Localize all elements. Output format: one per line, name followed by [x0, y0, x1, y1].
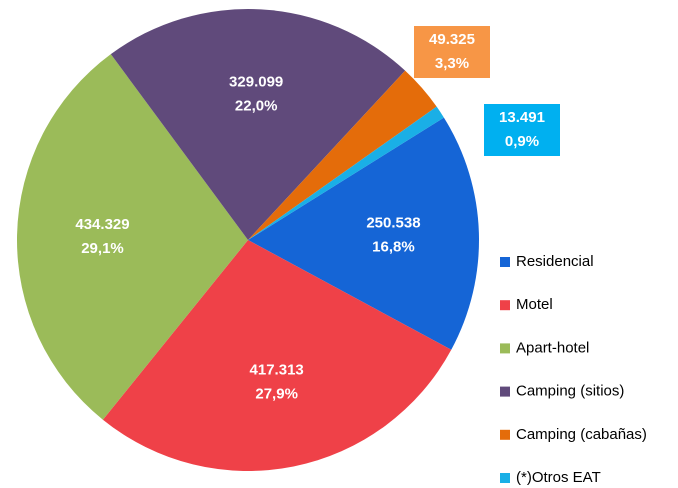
- percentage-label: 3,3%: [435, 55, 469, 72]
- legend-swatch: [500, 473, 510, 483]
- pie-slice: [248, 70, 437, 241]
- pie-slice: [17, 54, 249, 420]
- label-box: [414, 26, 490, 78]
- legend-swatch: [500, 257, 510, 267]
- percentage-label: 16,8%: [372, 238, 415, 255]
- value-label: 250.538: [366, 214, 420, 231]
- percentage-label: 0,9%: [505, 133, 539, 150]
- pie-slice: [102, 240, 452, 471]
- legend-label: Motel: [516, 296, 553, 313]
- legend-swatch: [500, 343, 510, 354]
- percentage-label: 27,9%: [255, 386, 298, 403]
- value-label: 49.325: [429, 31, 475, 48]
- legend-label: Residencial: [516, 253, 594, 270]
- legend-swatch: [500, 300, 510, 311]
- legend-label: (*)Otros EAT: [516, 469, 601, 486]
- legend-swatch: [500, 429, 510, 440]
- value-label: 13.491: [499, 109, 545, 126]
- percentage-label: 22,0%: [235, 98, 278, 115]
- legend-label: Camping (sitios): [516, 383, 624, 400]
- value-label: 329.099: [229, 74, 283, 91]
- pie-slice: [248, 106, 444, 240]
- label-box: [484, 104, 560, 156]
- percentage-label: 29,1%: [81, 240, 124, 257]
- legend-label: Camping (cabañas): [516, 426, 647, 443]
- value-label: 417.313: [250, 362, 304, 379]
- legend-label: Apart-hotel: [516, 339, 589, 356]
- legend-swatch: [500, 386, 510, 397]
- value-label: 434.329: [75, 216, 129, 233]
- pie-slice: [248, 117, 479, 350]
- pie-slice: [110, 8, 406, 240]
